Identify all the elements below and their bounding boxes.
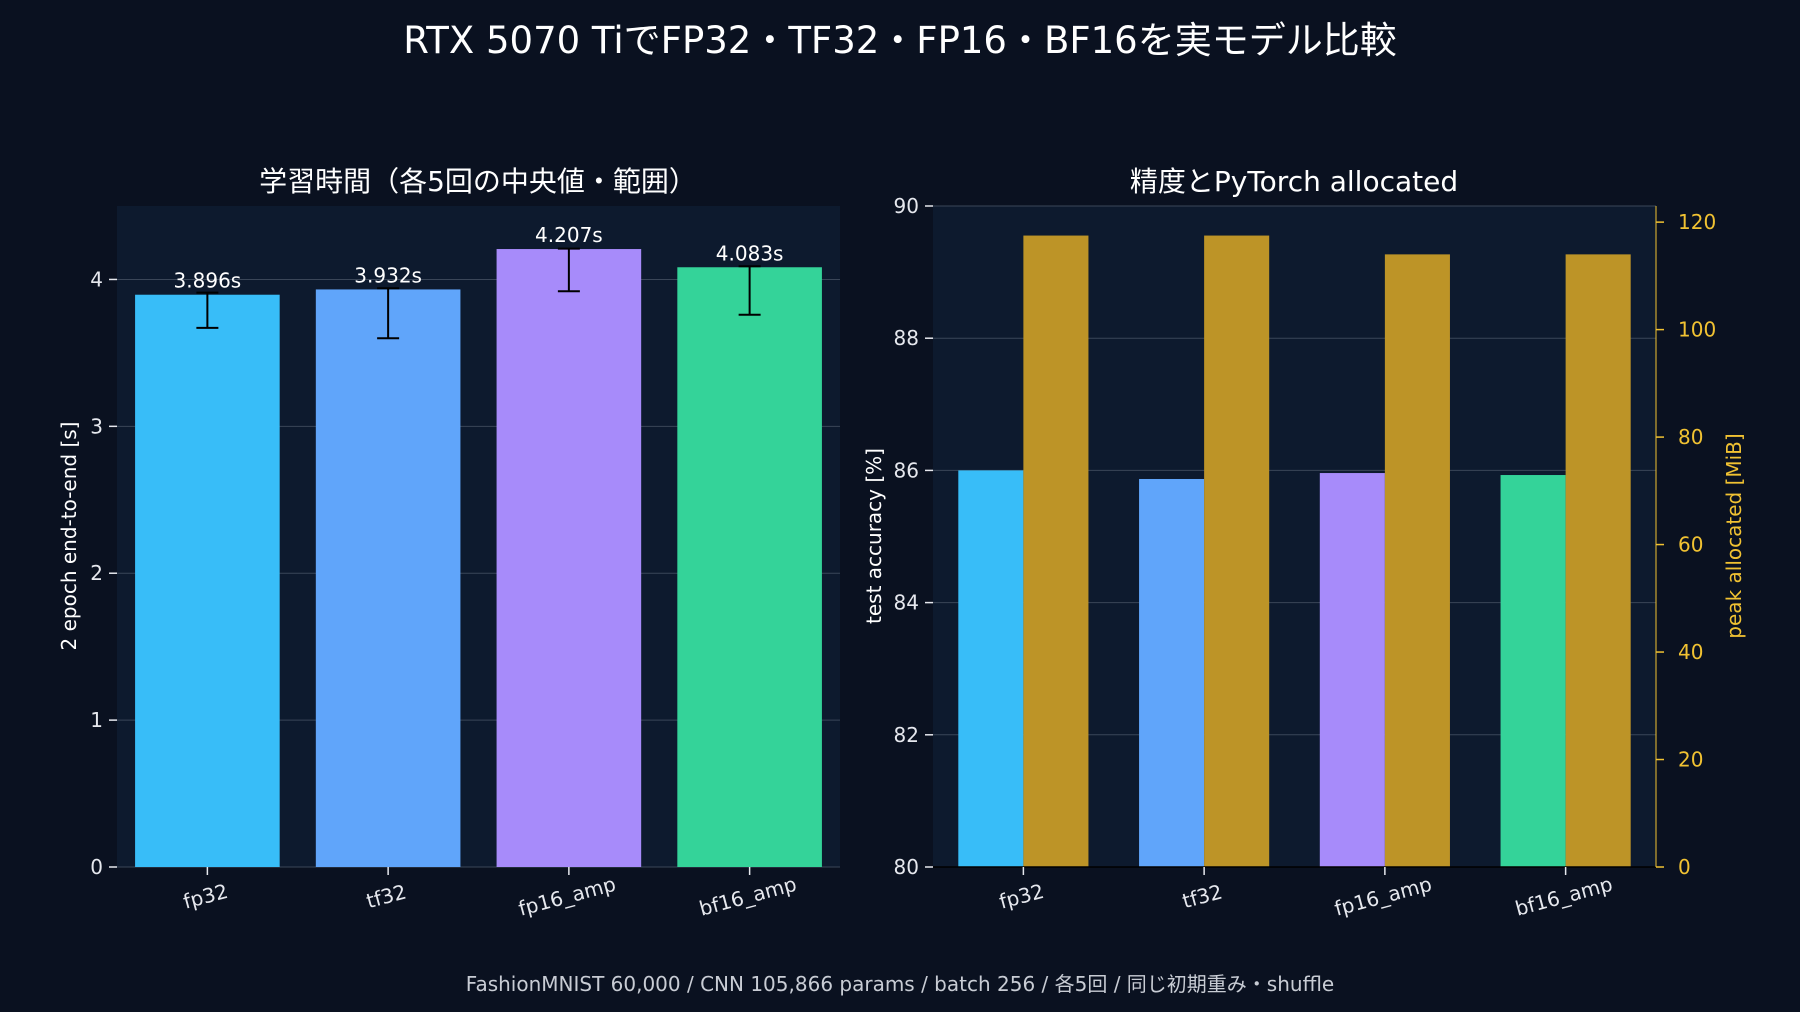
right-chart-title: 精度とPyTorch allocated — [1130, 165, 1458, 198]
left-bar-fp32 — [135, 294, 280, 867]
right-bars — [933, 235, 1656, 868]
right-y-tick-label: 80 — [894, 855, 919, 879]
left-y-tick-label: 1 — [90, 708, 103, 732]
secondary-y-tick-label: 80 — [1678, 425, 1703, 449]
left-data-label-fp32: 3.896s — [174, 269, 242, 293]
left-bars — [135, 249, 822, 868]
left-y-tick-label: 0 — [90, 855, 103, 879]
secondary-y-tick-label: 20 — [1678, 748, 1703, 772]
accuracy-bar-tf32 — [1139, 478, 1205, 867]
memory-bar-bf16_amp — [1565, 254, 1631, 868]
right-y-tick-label: 82 — [894, 723, 919, 747]
secondary-y-tick-label: 60 — [1678, 533, 1703, 557]
figure-title: RTX 5070 TiでFP32・TF32・FP16・BF16を実モデル比較 — [403, 19, 1396, 62]
left-data-labels: 3.896s 3.932s 4.207s 4.083s — [174, 223, 784, 293]
secondary-y-tick-label: 40 — [1678, 640, 1703, 664]
accuracy-bar-fp16_amp — [1319, 473, 1385, 867]
left-y-tick-label: 4 — [90, 267, 103, 291]
memory-bar-tf32 — [1204, 235, 1270, 868]
left-data-label-bf16_amp: 4.083s — [716, 241, 784, 265]
left-y-tick-label: 2 — [90, 561, 103, 585]
memory-bar-fp32 — [1023, 235, 1089, 868]
right-y-tick-label: 88 — [894, 326, 919, 350]
left-bar-bf16_amp — [677, 267, 822, 867]
right-secondary-y-ticks: 0 20 40 60 80 100 120 — [1655, 206, 1716, 879]
memory-bar-fp16_amp — [1384, 254, 1450, 868]
left-y-ticks: 0 1 2 3 4 — [90, 267, 117, 879]
right-left-y-ticks: 80 82 84 86 88 90 — [894, 194, 933, 879]
left-bar-tf32 — [315, 289, 461, 868]
left-data-label-fp16_amp: 4.207s — [535, 223, 603, 247]
secondary-y-tick-label: 120 — [1678, 210, 1716, 234]
left-error-bars — [196, 247, 761, 340]
accuracy-bar-fp32 — [958, 470, 1024, 867]
right-y-tick-label: 84 — [894, 591, 919, 615]
left-bar-fp16_amp — [496, 249, 642, 867]
left-y-axis-label: 2 epoch end-to-end [s] — [57, 422, 81, 651]
secondary-y-tick-label: 0 — [1678, 855, 1691, 879]
left-y-tick-label: 3 — [90, 414, 103, 438]
right-secondary-y-axis-label: peak allocated [MiB] — [1722, 433, 1746, 638]
right-y-tick-label: 90 — [894, 194, 919, 218]
right-y-tick-label: 86 — [894, 458, 919, 482]
figure-footnote: FashionMNIST 60,000 / CNN 105,866 params… — [466, 972, 1334, 996]
right-y-axis-label: test accuracy [%] — [862, 448, 886, 624]
secondary-y-tick-label: 100 — [1678, 318, 1716, 342]
left-data-label-tf32: 3.932s — [354, 263, 422, 287]
left-chart-title: 学習時間（各5回の中央値・範囲） — [259, 165, 697, 198]
accuracy-bar-bf16_amp — [1500, 475, 1566, 867]
